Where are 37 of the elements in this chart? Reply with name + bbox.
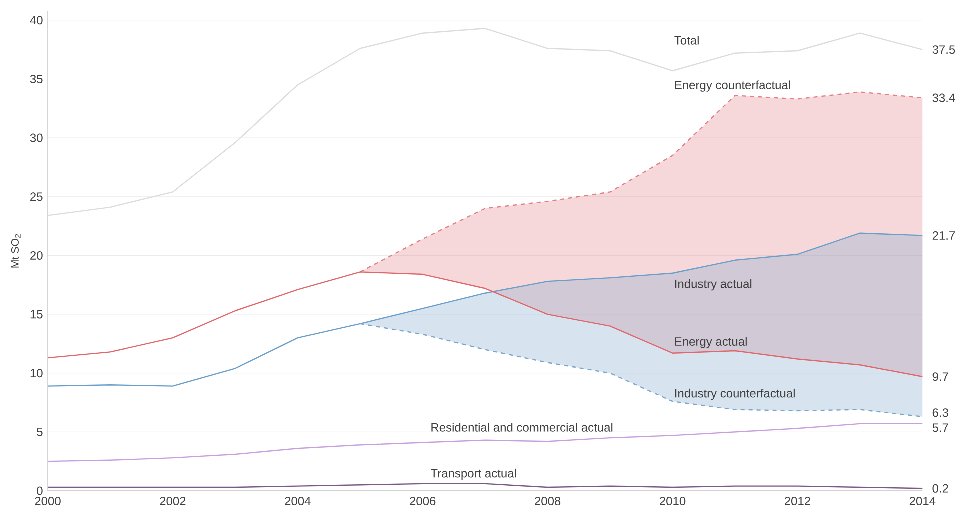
line-series <box>47 28 924 216</box>
data-label: 5.7 <box>932 424 948 432</box>
x-tick-label: 2014 <box>910 497 936 506</box>
x-tick-label: 2010 <box>660 497 686 506</box>
x-tick-label: 2002 <box>160 497 186 506</box>
y-tick-label: 35 <box>30 74 43 84</box>
series-label: Total <box>674 36 699 45</box>
data-label: 21.7 <box>932 232 956 240</box>
line-series <box>360 92 924 273</box>
data-label: 0.2 <box>932 484 948 493</box>
series-label: Industry counterfactual <box>675 388 795 400</box>
data-label: 37.5 <box>932 46 956 54</box>
x-tick-label: 2012 <box>784 497 810 506</box>
y-tick-label: 30 <box>30 134 43 142</box>
x-tick-label: 2006 <box>410 497 436 506</box>
data-label: 9.7 <box>932 372 948 382</box>
x-tick-label: 2004 <box>285 497 311 506</box>
line-series <box>47 272 924 378</box>
y-tick-label: 25 <box>30 192 43 202</box>
x-tick-label: 2008 <box>535 497 561 506</box>
y-tick-label: 20 <box>30 251 43 260</box>
y-axis-title: Mt SO$_{2}$ <box>11 234 21 268</box>
y-tick-label: 0 <box>37 486 43 496</box>
data-label: 33.4 <box>932 94 956 102</box>
data-label: 6.3 <box>932 408 948 418</box>
y-tick-label: 15 <box>30 310 43 319</box>
x-tick-label: 2000 <box>35 497 61 506</box>
line-series <box>47 232 924 387</box>
series-label: Energy actual <box>675 337 747 348</box>
series-label: Residential and commercial actual <box>432 423 613 432</box>
series-label: Transport actual <box>430 468 516 480</box>
y-tick-label: 5 <box>37 428 43 436</box>
series-label: Energy counterfactual <box>675 80 790 92</box>
line-series <box>360 323 924 418</box>
series-label: Industry actual <box>675 280 752 291</box>
y-tick-label: 40 <box>30 16 43 25</box>
y-tick-label: 10 <box>30 369 43 378</box>
